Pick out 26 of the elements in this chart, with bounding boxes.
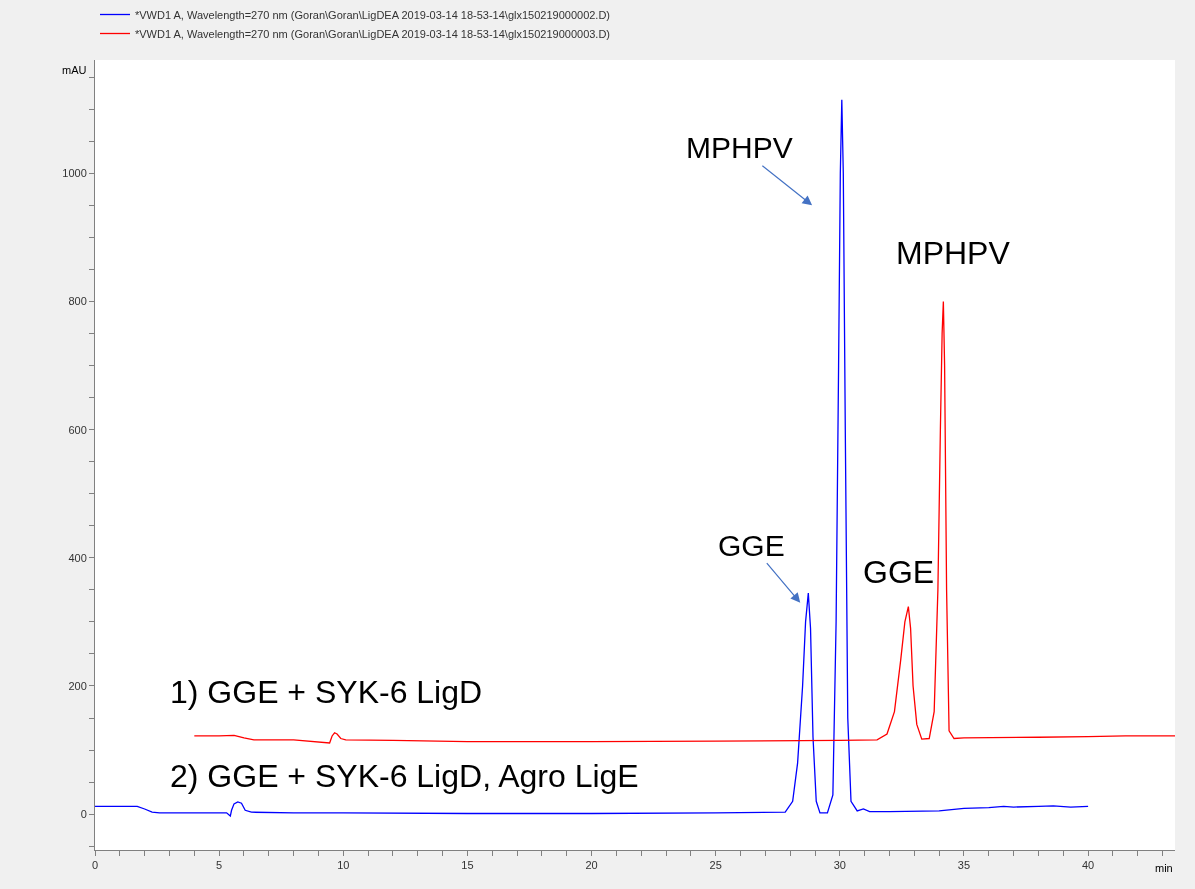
y-tick-label: 800 [68,295,87,308]
annotation: 2) GGE + SYK-6 LigD, Agro LigE [170,758,639,794]
y-tick-label: 400 [68,551,87,564]
line-series [95,99,1089,817]
legend-label: *VWD1 A, Wavelength=270 nm (Goran\Goran\LigDEA 2019-03-14 18-53-14\glx150219000003.D) [135,27,611,40]
x-tick-label: 30 [833,859,846,872]
y-axis-title: mAU [62,64,87,76]
x-tick-label: 5 [216,859,223,872]
x-tick-label: 0 [91,859,99,872]
y-tick-label: 200 [68,679,87,692]
x-axis-title: min [1155,862,1173,874]
legend-label: *VWD1 A, Wavelength=270 nm (Goran\Goran\LigDEA 2019-03-14 18-53-14\glx150219000002.D) [135,8,611,21]
y-tick-label: 600 [68,423,87,436]
annotation: MPHPV [896,235,1011,271]
annotation: GGE [718,529,785,562]
annotation: GGE [863,554,935,590]
y-tick-label: 1000 [62,167,87,180]
x-tick-label: 40 [1081,859,1095,872]
annotation: MPHPV [686,131,793,164]
y-tick-label: 0 [80,807,87,820]
x-tick-label: 15 [461,859,474,872]
x-tick-label: 35 [957,859,971,872]
x-tick-label: 20 [585,859,598,872]
annotation: 1) GGE + SYK-6 LigD [170,674,483,710]
x-tick-label: 10 [337,859,350,872]
x-tick-label: 25 [709,859,722,872]
